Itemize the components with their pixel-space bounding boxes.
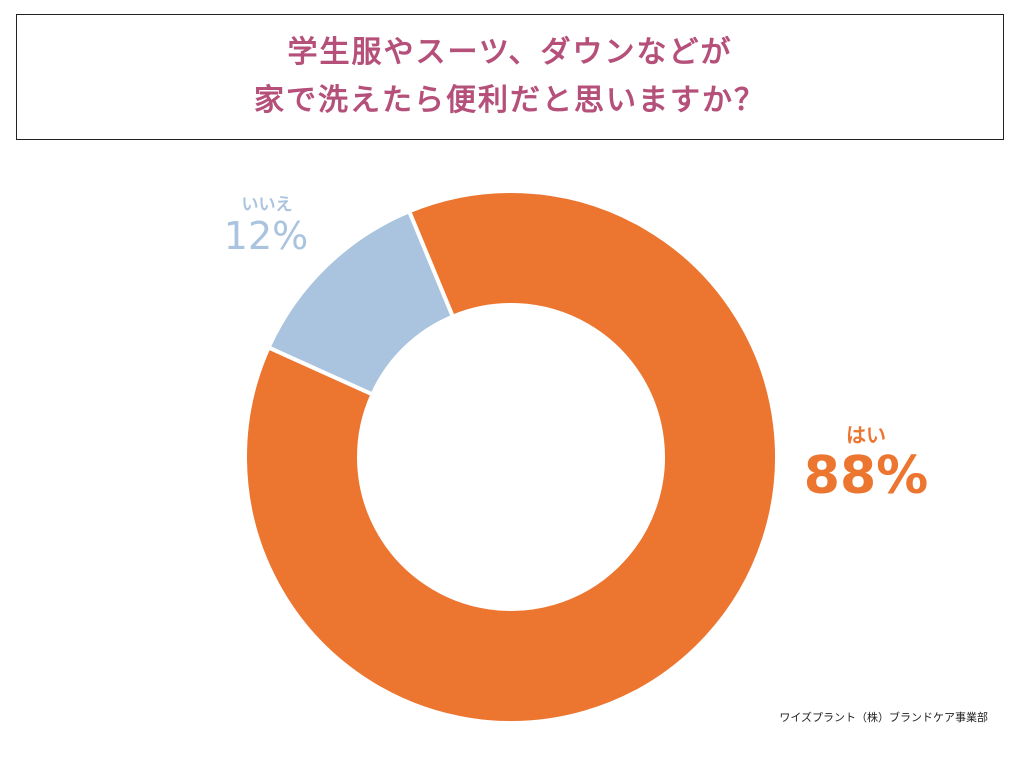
title-line-2: 家で洗えたら便利だと思いますか？ <box>254 83 766 118</box>
slice-label-yes: はい <box>846 423 886 447</box>
credit-text: ワイズプラント（株）ブランドケア事業部 <box>779 711 988 724</box>
title-line-1: 学生服やスーツ、ダウンなどが <box>287 35 733 70</box>
slice-label-no: いいえ <box>241 195 293 215</box>
slice-percent-no: 12% <box>223 214 309 258</box>
slice-percent-yes: 88% <box>803 446 929 506</box>
title-box: 学生服やスーツ、ダウンなどが 家で洗えたら便利だと思いますか？ <box>16 14 1004 140</box>
slice-yes <box>243 189 779 725</box>
